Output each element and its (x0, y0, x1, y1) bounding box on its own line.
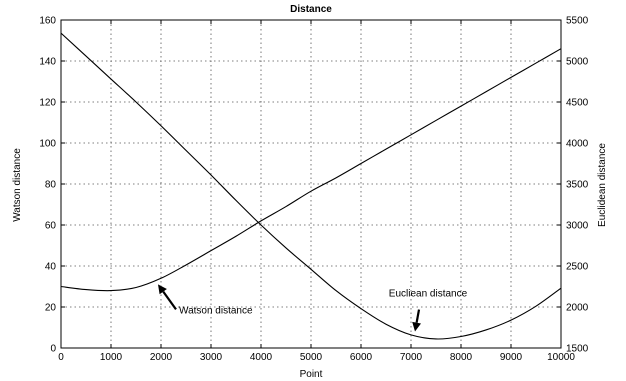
y-right-tick-label: 4500 (566, 98, 589, 109)
y-left-tick-label: 100 (39, 139, 56, 150)
y-right-tick-label: 3500 (566, 180, 589, 191)
arrow-head (412, 321, 421, 332)
x-tick-label: 7000 (400, 352, 423, 363)
y-right-tick-label: 5500 (566, 16, 589, 27)
arrow-shaft (162, 291, 177, 310)
axis-ticks: 0 1000 2000 3000 4000 5000 6000 7000 8000 9000 100… (39, 16, 588, 364)
y-left-tick-label: 40 (45, 262, 57, 273)
y-left-tick-label: 60 (45, 221, 57, 232)
chart-title: Distance (290, 4, 332, 15)
arrow-shaft (415, 309, 421, 323)
arrow-head (158, 284, 167, 295)
x-tick-label: 1000 (100, 352, 123, 363)
y-right-tick-label: 3000 (566, 221, 589, 232)
y-right-tick-label: 5000 (566, 57, 589, 68)
plot-frame (60, 19, 562, 349)
watson-distance-line (60, 48, 562, 292)
x-tick-label: 8000 (450, 352, 473, 363)
x-tick-label: 5000 (300, 352, 323, 363)
y-right-tick-label: 1500 (566, 344, 589, 355)
watson-annotation-arrow (158, 284, 177, 310)
y-left-tick-label: 120 (39, 98, 56, 109)
x-tick-label: 10000 (547, 352, 575, 363)
euclidean-distance-line (60, 32, 562, 340)
y-left-tick-label: 20 (45, 303, 57, 314)
y-left-tick-label: 0 (50, 344, 56, 355)
y-right-tick-label: 2000 (566, 303, 589, 314)
x-tick-label: 3000 (200, 352, 223, 363)
y-left-tick-label: 140 (39, 57, 56, 68)
y-left-tick-label: 80 (45, 180, 57, 191)
x-tick-label: 2000 (150, 352, 173, 363)
euclidean-annotation-label: Eucliean distance (389, 289, 468, 300)
y-right-tick-label: 2500 (566, 262, 589, 273)
y-axis-label-right: Euclidean distance (597, 143, 608, 227)
x-tick-label: 4000 (250, 352, 273, 363)
x-axis-label: Point (300, 369, 323, 380)
x-tick-label: 0 (58, 352, 64, 363)
watson-annotation-label: Watson distance (179, 305, 253, 316)
y-right-tick-label: 4000 (566, 139, 589, 150)
y-left-tick-label: 160 (39, 16, 56, 27)
annotations: Watson distance Eucliean distance (158, 284, 468, 332)
euclidean-annotation-arrow (412, 309, 421, 332)
grid-lines (61, 20, 561, 348)
x-tick-label: 9000 (500, 352, 523, 363)
x-tick-label: 6000 (350, 352, 373, 363)
series-lines (60, 32, 562, 340)
y-axis-label-left: Watson distance (12, 148, 23, 222)
